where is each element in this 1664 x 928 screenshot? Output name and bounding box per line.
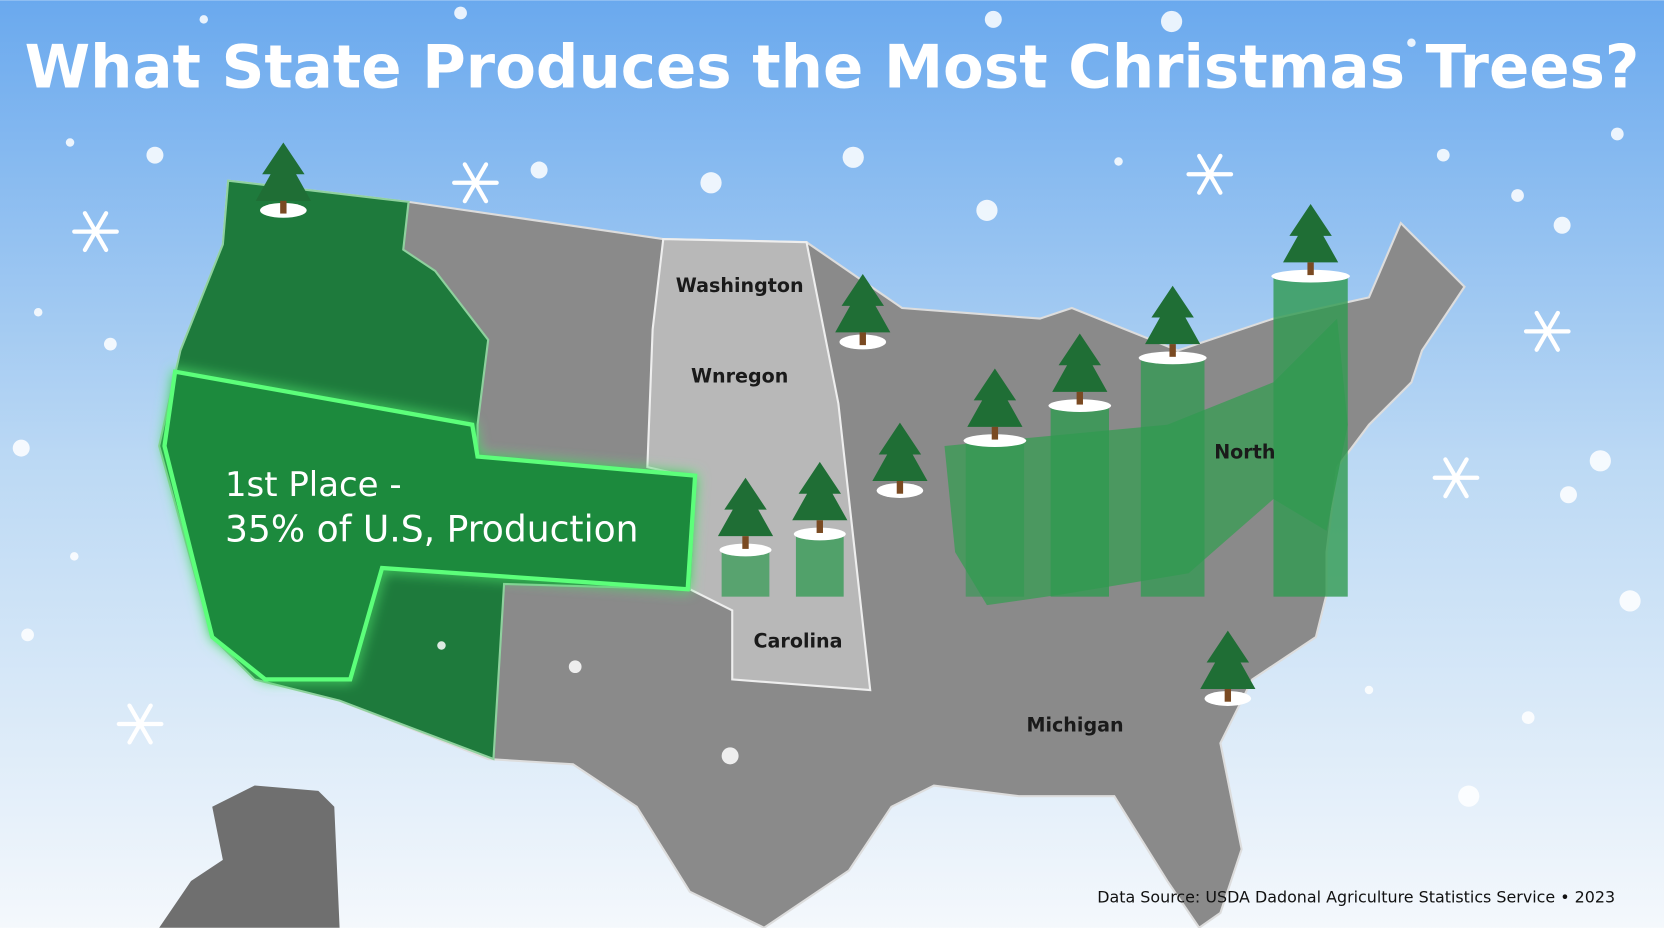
snowflake-dot [700,172,722,194]
alaska [159,785,340,928]
tree-bars [255,142,1350,706]
snowflake [72,211,119,253]
state-label: Washington [676,274,804,297]
snowflake-dot [1521,711,1535,724]
snowflake-dot [984,10,1002,28]
bar [965,440,1025,597]
snowflake-dot [1511,189,1524,202]
snowflake-dot [976,199,998,221]
snowflake-dot [1560,486,1577,504]
snow-cap [719,543,772,557]
state-label: Carolina [754,630,843,653]
snowflake-dot [104,337,117,351]
snow-cap [1138,351,1207,365]
bar [721,549,770,597]
snow-cap [1271,269,1350,283]
snowflake-dot [842,146,864,168]
snowflake-dot [1553,216,1571,234]
snow-cap [793,527,846,541]
snowflake-arm [127,703,153,745]
snowflake [452,162,499,204]
snowflake-dot [1619,590,1641,612]
snowflake-dot [21,628,34,642]
snowflake-dot [1458,785,1480,807]
highlight-line-2: 35% of U.S, Production [225,508,639,550]
snowflake-dot [199,15,208,24]
highlight-line-1: 1st Place - [225,465,402,505]
snowflake-dot [1160,10,1183,33]
snowflake-dot [568,660,582,674]
snowflake-arm [462,162,489,204]
snowflake-dot [1589,450,1611,472]
source: Data Source: USDA Dadonal Agriculture St… [1097,887,1615,906]
snowflake-dot [33,308,43,317]
bar [1273,276,1348,597]
snowflake-dot [721,747,739,765]
bar [1050,405,1109,597]
snowflake-dot [65,138,75,147]
snowflake-dot [530,161,548,179]
snowflake-dot [1114,157,1123,166]
snowflake-dot [12,439,30,457]
snowflake [116,703,164,745]
title: What State Produces the Most Christmas T… [25,33,1640,102]
snowflake-dot [1407,38,1416,47]
snowflake-dot [70,552,79,561]
snowflake-arm [1197,153,1223,195]
state-label: Wnregon [691,364,788,387]
snow-cap [963,434,1027,448]
snowflake-arm [82,211,109,253]
highlight-region [162,369,698,682]
snowflake [1186,153,1234,195]
snowflake-dot [454,6,467,20]
snowflake-dot [1436,148,1450,162]
snowflake-dot [146,146,164,164]
snowflake-arm [1534,310,1561,352]
snowflake [1432,457,1480,499]
bar [795,534,844,597]
state-label: Michigan [1026,713,1123,736]
bar [1140,357,1205,597]
snowflake-dot [1364,685,1374,695]
snowflake [1523,310,1571,352]
snowflake-dot [1610,127,1624,141]
snowflake-dot [437,641,446,650]
snowflake-arm [1443,457,1469,499]
snow [12,6,1641,807]
snow-cap [1048,399,1112,412]
state-label: North [1214,441,1275,464]
